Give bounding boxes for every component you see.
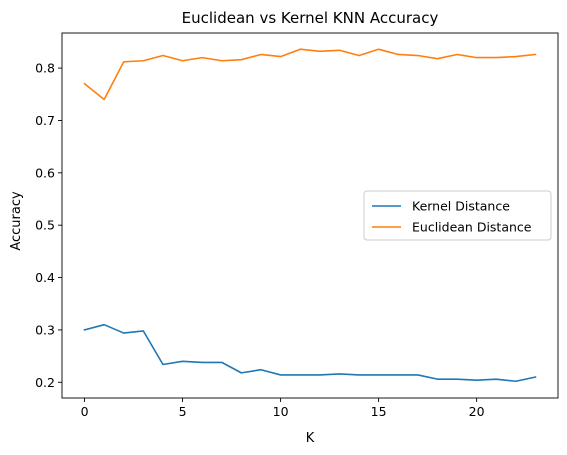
y-axis-label: Accuracy	[9, 191, 24, 251]
y-tick-label: 0.5	[35, 218, 55, 233]
y-tick-label: 0.3	[35, 322, 55, 337]
y-tick-label: 0.8	[35, 61, 55, 76]
y-tick-label: 0.4	[35, 270, 55, 285]
legend-box	[363, 190, 552, 241]
x-tick-label: 20	[469, 404, 485, 419]
axes-frame	[61, 32, 559, 399]
legend: Kernel Distance Euclidean Distance	[363, 190, 552, 241]
legend-entry-label: Euclidean Distance	[412, 220, 532, 235]
x-axis-label: K	[306, 431, 315, 446]
chart-title: Euclidean vs Kernel KNN Accuracy	[182, 9, 439, 27]
y-tick-label: 0.6	[35, 165, 55, 180]
series-line-kernel	[83, 323, 537, 383]
x-tick-label: 15	[371, 404, 387, 419]
y-tick-label: 0.2	[35, 375, 55, 390]
plot-area: 0 5 10 15 20 0.2 0.3 0.4 0.5 0.6 0.7 0.8	[35, 32, 559, 419]
legend-entry-label: Kernel Distance	[412, 199, 510, 214]
x-tick-label: 0	[81, 404, 89, 419]
y-tick-label: 0.7	[35, 113, 55, 128]
x-tick-label: 10	[273, 404, 289, 419]
x-tick-label: 5	[179, 404, 187, 419]
series-line-euclidean	[83, 48, 537, 101]
